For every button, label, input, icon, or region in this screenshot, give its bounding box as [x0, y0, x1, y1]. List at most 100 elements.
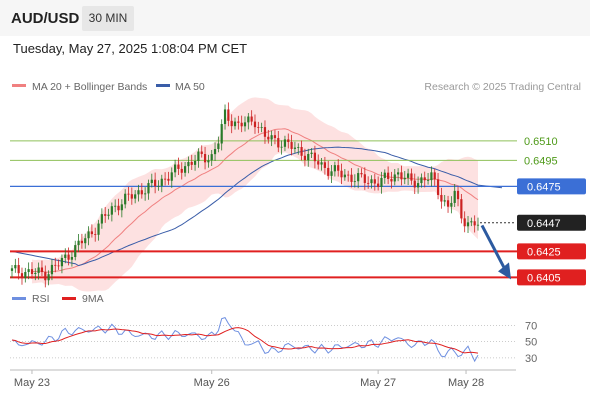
- candle-body: [337, 165, 340, 171]
- x-tick-label-0: May 23: [14, 377, 50, 389]
- candle-body: [40, 267, 44, 273]
- candle-body: [260, 127, 263, 128]
- candle-body: [74, 245, 77, 258]
- level-support-4-tag: [517, 243, 586, 260]
- level-pivot-2-tag: [517, 178, 586, 195]
- candle-body: [50, 264, 54, 275]
- candle-body: [360, 173, 363, 175]
- candle-body: [390, 178, 393, 182]
- candle-body: [303, 155, 307, 161]
- forecast-arrow-head: [498, 262, 511, 280]
- candle-body: [124, 193, 127, 205]
- candle-body: [307, 153, 310, 161]
- candle-body: [440, 194, 443, 202]
- candle-body: [220, 124, 223, 144]
- candle-body: [87, 231, 90, 239]
- candle-body: [140, 190, 143, 195]
- candle-body: [426, 180, 430, 181]
- candle-body: [340, 170, 343, 178]
- forecast-arrow-shaft: [480, 224, 507, 271]
- candle-body: [373, 179, 376, 184]
- candle-body: [323, 162, 326, 168]
- candle-body: [137, 190, 140, 195]
- candle-body: [446, 200, 450, 207]
- candle-body: [157, 185, 160, 187]
- ma20-legend-swatch: [12, 84, 26, 87]
- candle-body: [180, 168, 183, 173]
- candle-body: [54, 264, 57, 266]
- candle-body: [387, 172, 390, 179]
- candle-body: [154, 179, 157, 187]
- candle-body: [207, 160, 210, 163]
- candle-body: [20, 273, 24, 279]
- candle-body: [473, 221, 476, 226]
- candle-body: [10, 268, 14, 271]
- level-support-5-label: 0.6405: [527, 272, 561, 284]
- candle-body: [97, 223, 100, 235]
- candle-body: [436, 179, 440, 195]
- candle-body: [14, 265, 17, 269]
- candle-body: [193, 160, 197, 165]
- candle-body: [114, 205, 117, 207]
- candle-body: [277, 138, 280, 148]
- candle-body: [70, 257, 74, 260]
- candle-body: [107, 214, 110, 216]
- candle-body: [27, 269, 30, 273]
- candle-body: [267, 136, 270, 140]
- rsi-legend-label: RSI: [32, 293, 50, 305]
- symbol-title: AUD/USD: [11, 10, 80, 27]
- candle-body: [24, 272, 27, 279]
- candle-body: [190, 161, 193, 165]
- candle-body: [134, 194, 137, 199]
- rsi-legend-swatch: [12, 297, 26, 300]
- candle-body: [210, 154, 213, 161]
- candle-body: [183, 166, 187, 173]
- rsi-tick-30: 30: [525, 353, 537, 365]
- candle-body: [300, 147, 303, 156]
- candle-body: [343, 174, 346, 178]
- x-tick-label-1: May 26: [194, 377, 230, 389]
- timeframe-button[interactable]: 30 MIN: [82, 6, 134, 31]
- candle-body: [287, 139, 290, 143]
- candle-body: [423, 177, 426, 181]
- candle-body: [413, 180, 416, 188]
- candle-body: [353, 181, 356, 183]
- candle-body: [370, 179, 373, 184]
- candle-body: [377, 183, 380, 187]
- candle-body: [460, 199, 463, 219]
- level-support-4-label: 0.6425: [527, 246, 561, 258]
- x-tick-label-3: May 28: [448, 377, 484, 389]
- rsi-tick-50: 50: [525, 337, 537, 349]
- candle-body: [223, 109, 227, 125]
- candle-body: [443, 200, 446, 202]
- candle-body: [433, 172, 436, 180]
- candle-body: [243, 122, 247, 127]
- candle-body: [416, 183, 420, 188]
- candle-body: [403, 177, 406, 180]
- candle-body: [100, 214, 103, 224]
- level-resistance-1-label: 0.6495: [524, 155, 558, 167]
- candle-body: [84, 238, 87, 244]
- candle-body: [327, 167, 330, 176]
- chart-datetime: Tuesday, May 27, 2025 1:08:04 PM CET: [13, 41, 248, 56]
- candle-body: [130, 194, 133, 199]
- bollinger-band: [31, 97, 478, 292]
- candle-body: [410, 173, 413, 181]
- candle-body: [347, 174, 350, 176]
- candle-body: [94, 234, 97, 235]
- candle-body: [120, 204, 123, 211]
- candle-body: [270, 135, 273, 140]
- candle-body: [197, 151, 200, 161]
- candle-body: [203, 154, 207, 163]
- candle-body: [333, 165, 336, 172]
- candle-body: [30, 269, 34, 274]
- ma50-line: [11, 146, 503, 267]
- level-support-5-tag: [517, 269, 586, 286]
- candle-body: [177, 164, 180, 169]
- candle-body: [383, 172, 386, 178]
- candle-body: [213, 149, 217, 155]
- candle-body: [200, 151, 203, 155]
- candle-body: [313, 152, 316, 162]
- candle-body: [150, 179, 153, 184]
